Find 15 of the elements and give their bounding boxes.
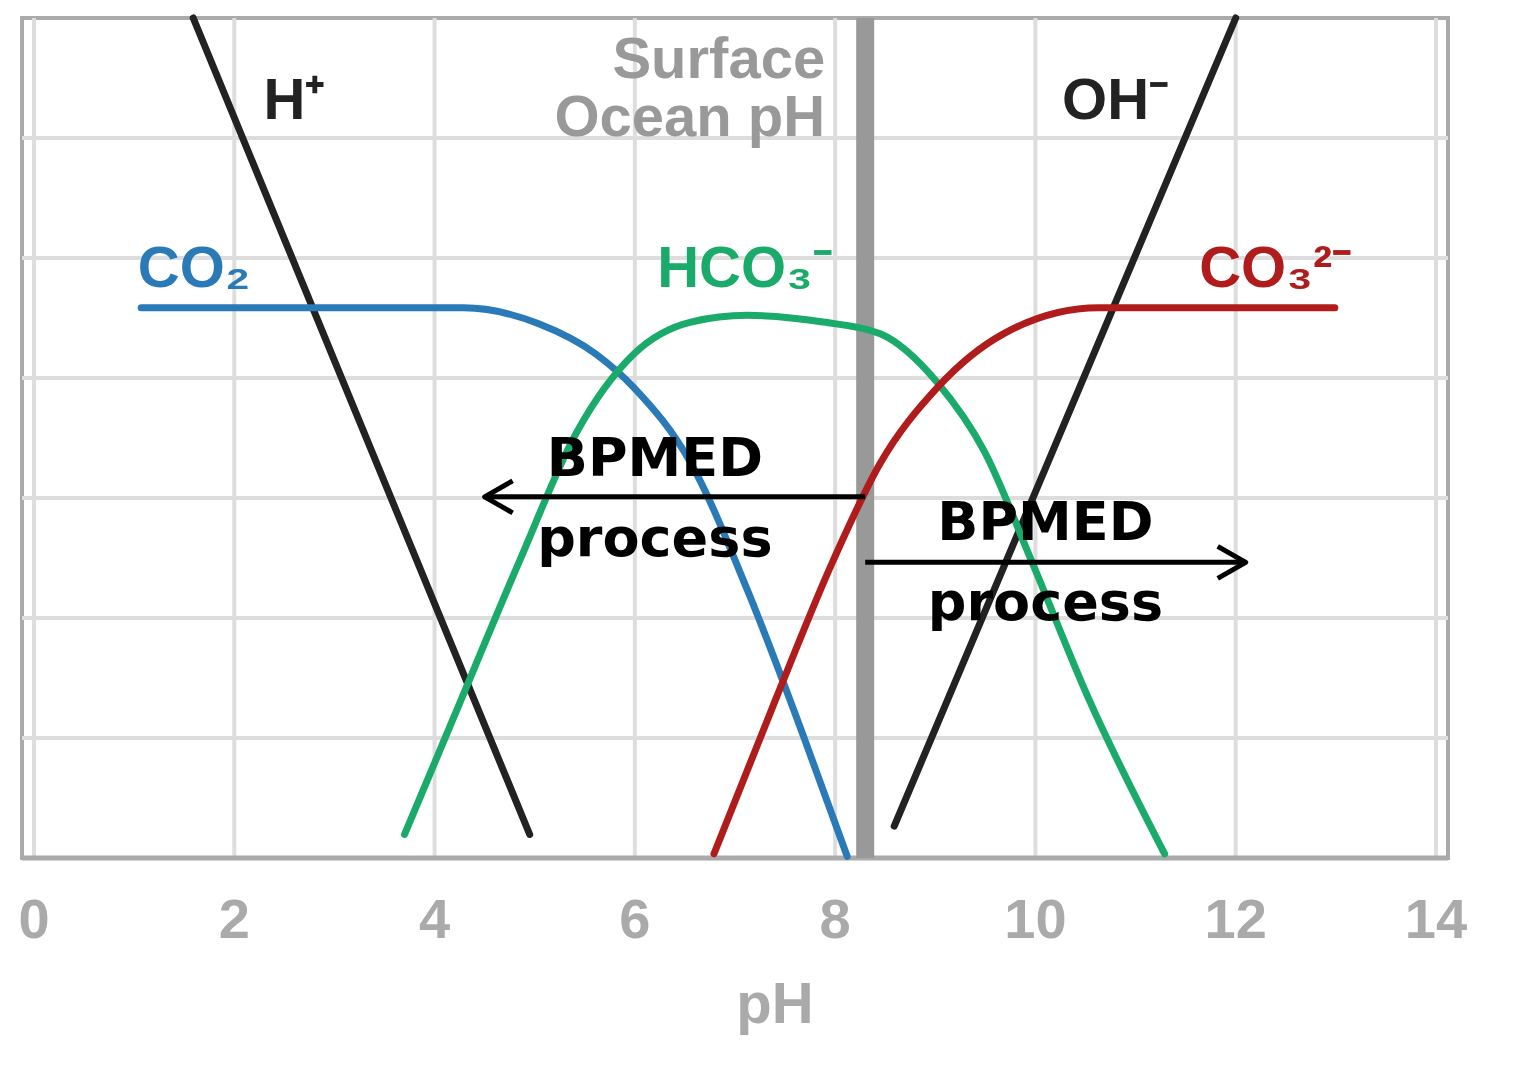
series-label: HCO₃⁻ — [657, 233, 833, 299]
x-tick-label: 12 — [1204, 887, 1267, 950]
series-label: H⁺ — [263, 65, 326, 131]
x-tick-label: 4 — [418, 887, 451, 950]
x-tick-label: 10 — [1004, 887, 1067, 950]
x-tick-label: 8 — [819, 887, 851, 950]
x-tick-label: 0 — [18, 887, 50, 950]
series-label: CO₃²⁻ — [1199, 233, 1353, 299]
x-tick-label: 2 — [218, 887, 250, 950]
series-label: CO₂ — [137, 233, 251, 299]
series-label: OH⁻ — [1062, 65, 1170, 131]
x-tick-label: 6 — [619, 887, 651, 950]
x-tick-label: 14 — [1404, 887, 1468, 950]
ref-line-label: Surface Ocean pH — [554, 25, 826, 148]
x-axis-title: pH — [736, 970, 814, 1035]
